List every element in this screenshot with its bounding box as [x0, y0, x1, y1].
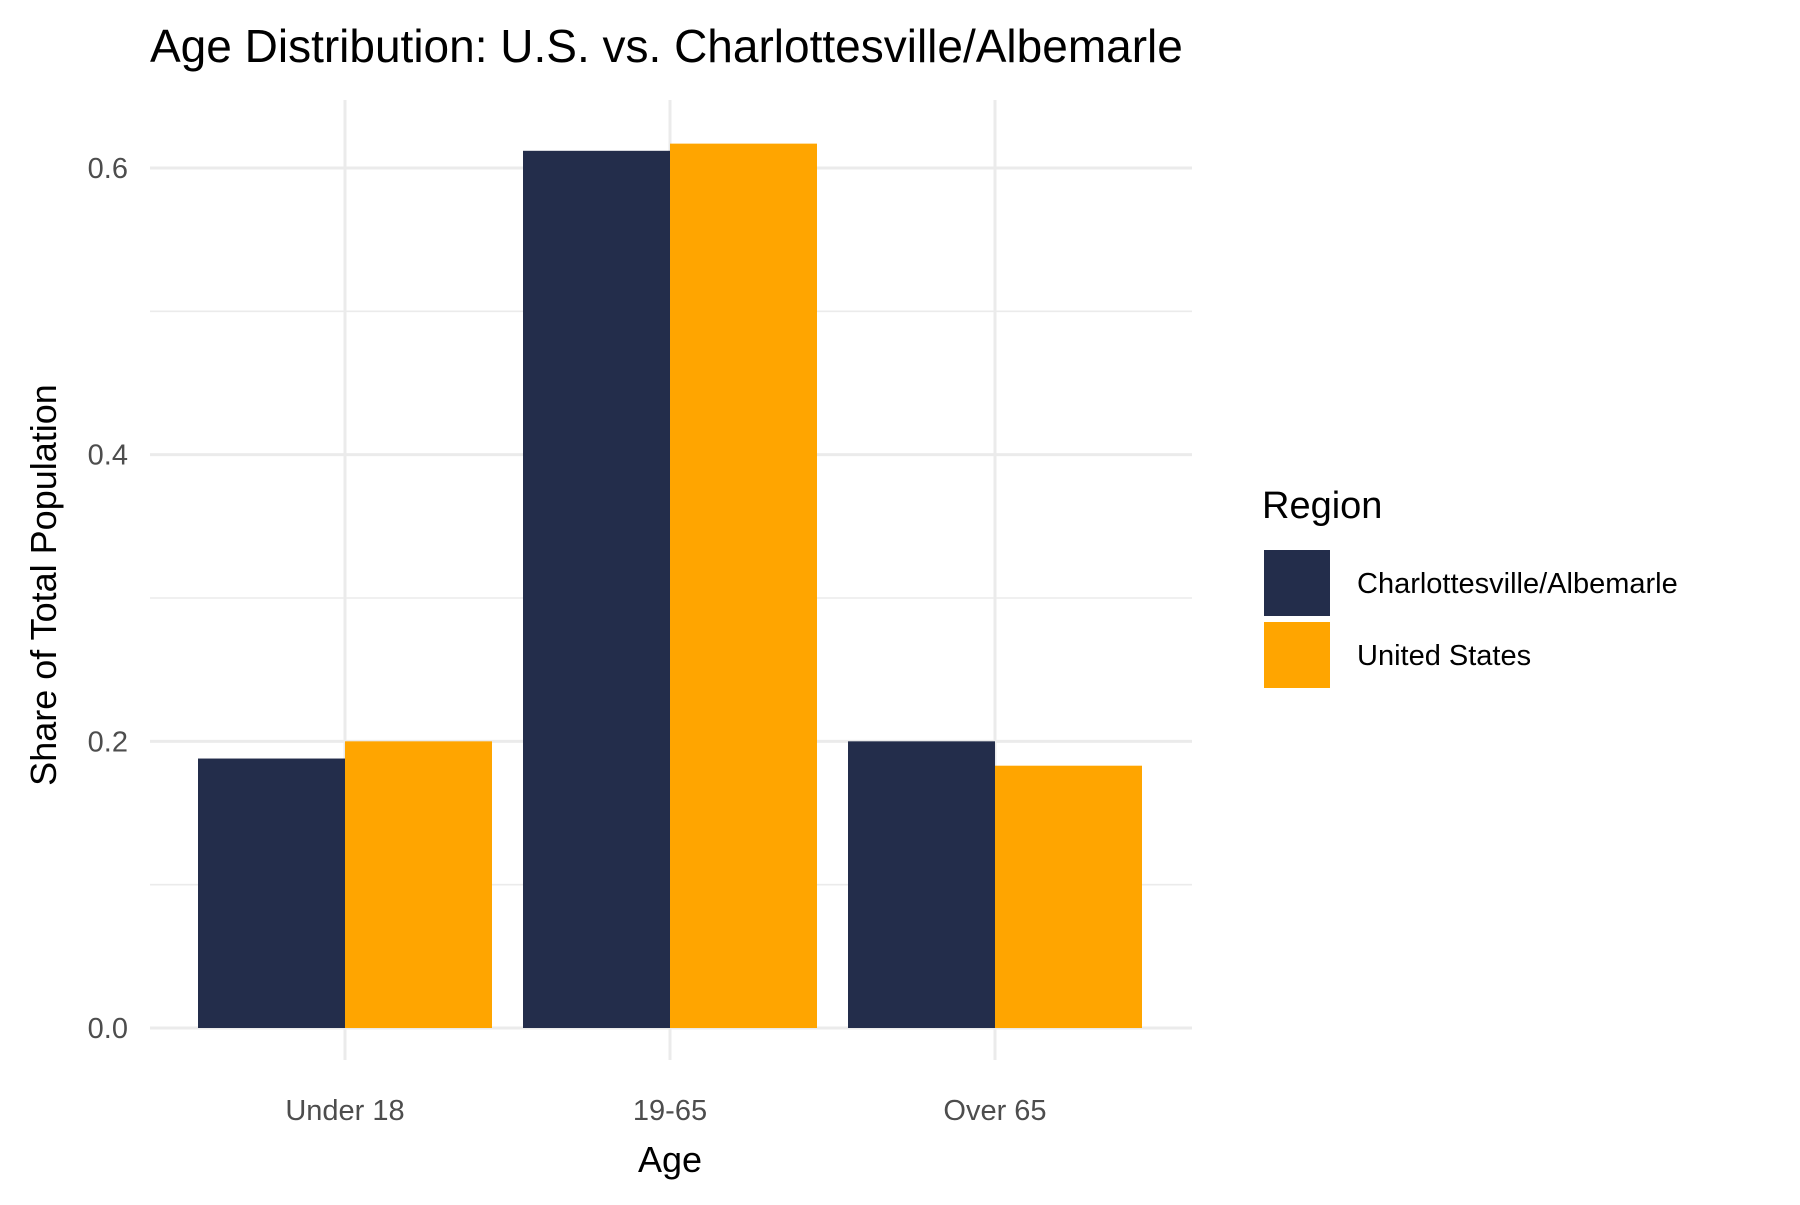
bar-us-2 [995, 765, 1142, 1028]
legend-key-swatch [1264, 622, 1330, 688]
legend-key-swatch [1264, 550, 1330, 616]
y-tick-label: 0.2 [88, 726, 128, 758]
x-tick-label: Under 18 [285, 1095, 404, 1127]
chart-title: Age Distribution: U.S. vs. Charlottesvil… [150, 20, 1183, 72]
x-tick-label: 19-65 [633, 1095, 707, 1127]
x-tick-label: Over 65 [943, 1095, 1046, 1127]
bar-local-2 [848, 741, 995, 1028]
bars-layer [198, 143, 1142, 1029]
x-axis-title: Age [638, 1139, 702, 1180]
bar-us-1 [670, 143, 817, 1029]
bar-local-1 [523, 150, 670, 1029]
y-tick-label: 0.0 [88, 1013, 128, 1045]
legend-key-label: United States [1357, 640, 1531, 672]
bar-local-0 [198, 758, 345, 1028]
bar-us-0 [345, 741, 492, 1028]
legend-title: Region [1262, 485, 1382, 527]
legend-key-label: Charlottesville/Albemarle [1357, 568, 1678, 600]
legend-items: Charlottesville/Albemarle United States [1264, 550, 1678, 688]
y-axis-title: Share of Total Population [23, 384, 64, 786]
y-tick-label: 0.6 [88, 153, 128, 185]
y-tick-label: 0.4 [88, 440, 128, 472]
legend: Region Charlottesville/Albemarle United S… [1262, 485, 1678, 688]
ticks-layer: 0.0 0.2 0.4 0.6 Under 18 19-65 Over 65 [88, 153, 1047, 1127]
